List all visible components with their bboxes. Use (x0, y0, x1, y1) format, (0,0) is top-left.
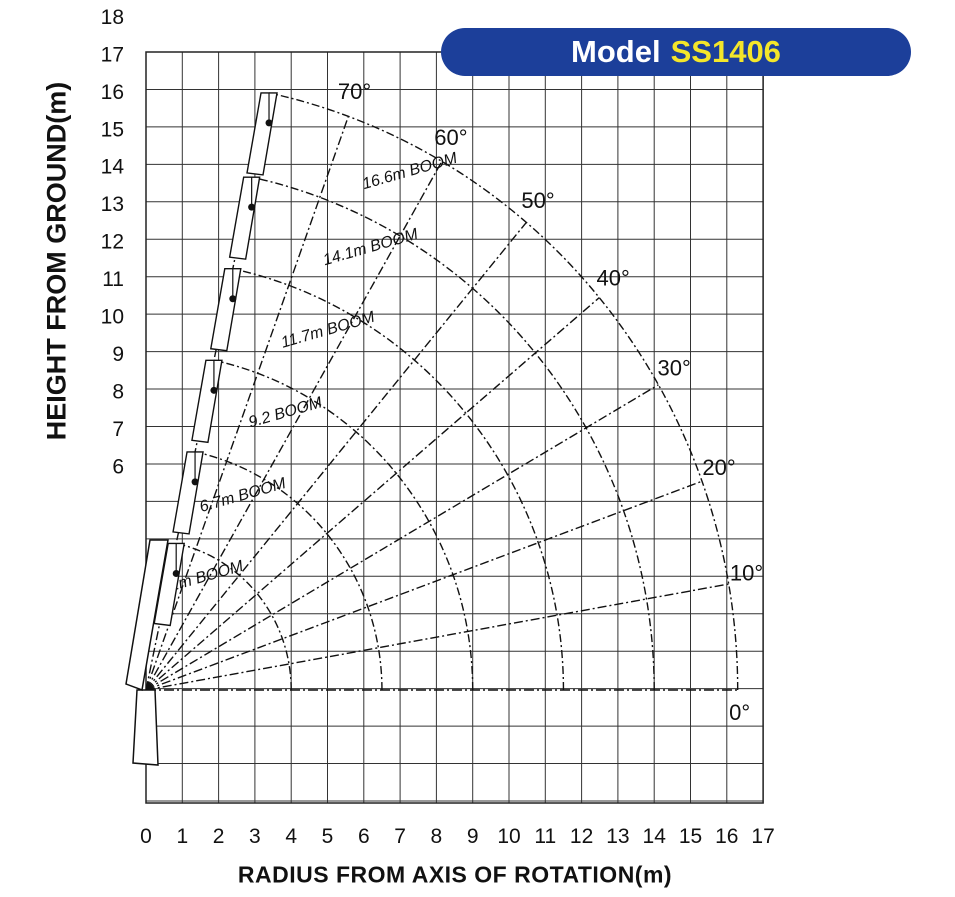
boom-arc (213, 359, 474, 691)
boom-arc (232, 268, 565, 691)
boom-label: 6.7m BOOM (198, 475, 289, 516)
crane-silhouette (125, 92, 278, 766)
angle-label: 40° (597, 266, 630, 291)
boom-label: 9.2 BOOM (247, 394, 325, 431)
x-tick-label: 5 (322, 825, 334, 848)
boom-label: 16.6m BOOM (360, 150, 459, 193)
boom-label: 14.1m BOOM (321, 226, 420, 269)
model-code: SS1406 (670, 34, 781, 69)
boom-segment (191, 359, 223, 444)
boom-label: 11.7m BOOM (279, 309, 377, 352)
x-tick-label: 12 (570, 825, 593, 848)
x-tick-label: 10 (497, 825, 520, 848)
y-tick-label: 9 (112, 343, 124, 366)
boom-arc (251, 176, 655, 691)
angle-rays (145, 92, 738, 691)
y-tick-labels: 67891011121314151617181920 (101, 6, 125, 478)
x-tick-label: 16 (715, 825, 738, 848)
y-tick-label: 17 (101, 43, 124, 66)
angle-label: 70° (338, 79, 371, 104)
hook-icon (191, 478, 199, 486)
x-tick-label: 2 (213, 825, 225, 848)
angle-label: 60° (434, 125, 467, 150)
angle-ray (145, 583, 729, 691)
x-tick-label: 17 (751, 825, 774, 848)
boom-segment (246, 92, 278, 176)
angle-label: 10° (730, 561, 763, 586)
angle-label: 20° (702, 455, 735, 480)
hook-icon (172, 569, 180, 577)
x-axis-label: RADIUS FROM AXIS OF ROTATION(m) (237, 861, 673, 888)
x-tick-label: 11 (534, 825, 556, 848)
model-badge: Model SS1406 (441, 28, 911, 76)
y-tick-label: 8 (112, 380, 124, 403)
y-tick-label: 10 (101, 306, 124, 329)
x-tick-label: 0 (140, 825, 152, 848)
x-tick-label: 3 (249, 825, 261, 848)
crane-boom-section (125, 539, 169, 692)
y-tick-label: 7 (112, 418, 124, 441)
x-tick-label: 4 (285, 825, 297, 848)
angle-label: 30° (657, 355, 690, 380)
angle-ray (145, 297, 600, 691)
hook-icon (229, 295, 237, 303)
y-tick-label: 15 (101, 118, 124, 141)
angle-ray (145, 116, 350, 691)
x-tick-label: 7 (394, 825, 406, 848)
x-tick-labels: 0 1 2 3 4 5 6 7 8 9 10 11 12 13 14 15 16 17 (140, 825, 775, 848)
angle-label: 0° (729, 700, 750, 725)
angle-ray (145, 161, 443, 691)
crane-base (132, 689, 159, 766)
model-prefix: Model (571, 34, 661, 69)
y-tick-label: 16 (101, 81, 124, 104)
hook-icon (248, 203, 256, 211)
angle-ray (145, 221, 527, 691)
boom-reach-arcs (176, 92, 739, 691)
x-tick-label: 14 (643, 825, 667, 848)
y-tick-label: 12 (101, 231, 124, 254)
y-tick-label: 18 (101, 6, 124, 29)
angle-ray (145, 480, 703, 691)
boom-arc (268, 92, 739, 691)
angle-ray (145, 384, 659, 691)
y-tick-label: 14 (101, 156, 125, 179)
hook-icon (265, 119, 273, 127)
x-tick-label: 13 (606, 825, 629, 848)
x-tick-label: 6 (358, 825, 370, 848)
hook-icon (210, 386, 218, 394)
angle-labels: 0°10°20°30°40°50°60°70°78° (338, 79, 763, 725)
y-axis-label: HEIGHT FROM GROUND(m) (41, 81, 72, 441)
boom-arc (176, 542, 292, 691)
x-tick-label: 8 (431, 825, 443, 848)
boom-arc (194, 451, 383, 691)
angle-label: 50° (521, 188, 554, 213)
y-tick-label: 11 (102, 268, 124, 291)
x-tick-label: 1 (176, 825, 188, 848)
x-tick-label: 15 (679, 825, 702, 848)
y-tick-label: 6 (112, 455, 124, 478)
boom-segment (209, 268, 242, 352)
y-tick-label: 13 (101, 193, 124, 216)
x-tick-label: 9 (467, 825, 479, 848)
